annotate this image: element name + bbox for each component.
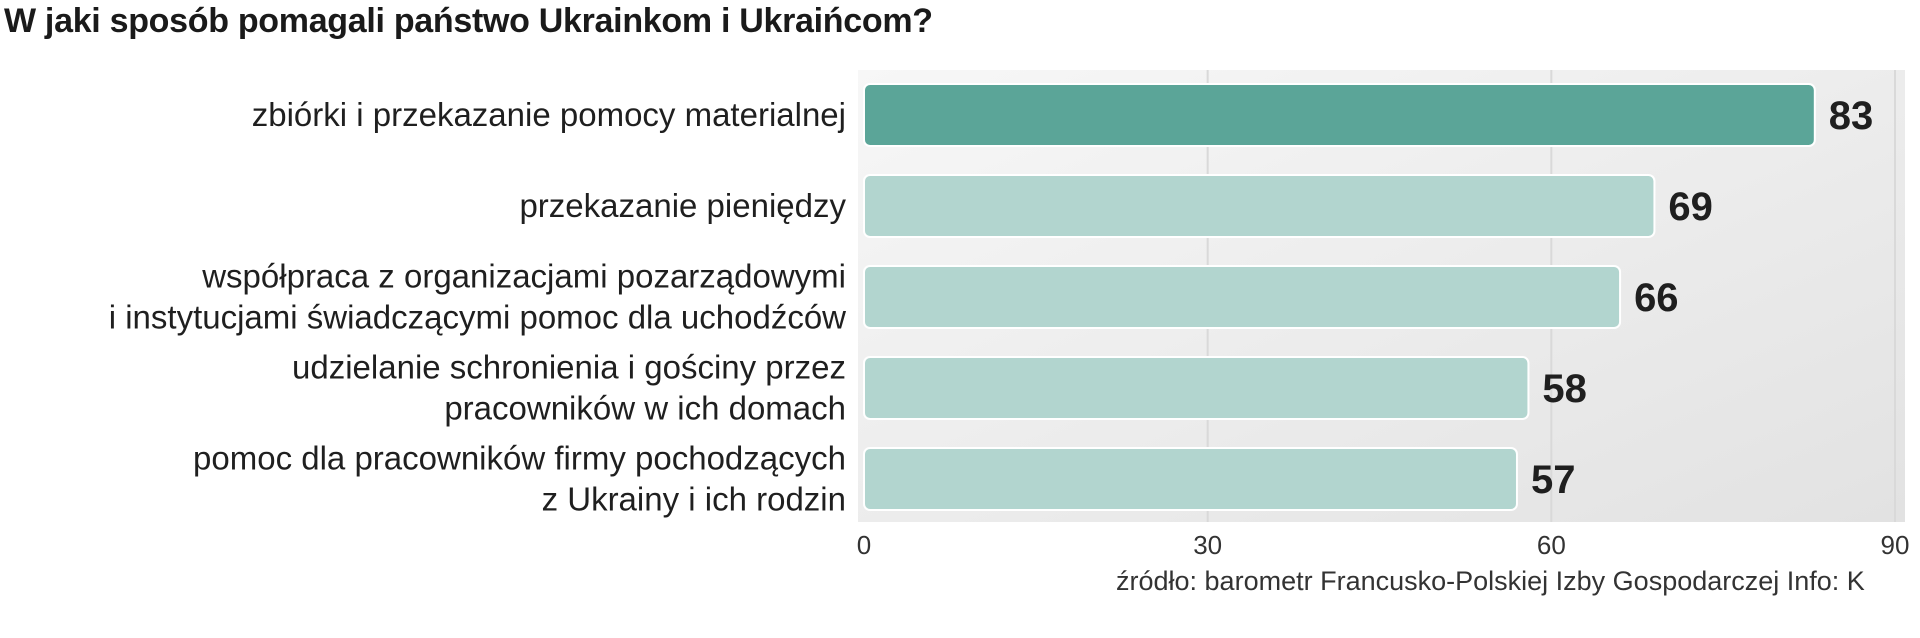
chart-title: W jaki sposób pomagali państwo Ukrainkom… <box>4 2 933 40</box>
x-tick-label: 60 <box>1537 530 1566 560</box>
x-tick-label: 90 <box>1881 530 1910 560</box>
x-tick-label: 30 <box>1193 530 1222 560</box>
bar <box>863 174 1656 238</box>
category-label: współpraca z organizacjami pozarządowymi <box>201 258 846 295</box>
bar <box>863 447 1518 511</box>
category-label: pomoc dla pracowników firmy pochodzących <box>193 440 846 477</box>
value-label: 58 <box>1542 367 1587 411</box>
category-label: i instytucjami świadczącymi pomoc dla uc… <box>109 299 846 336</box>
value-label: 83 <box>1829 94 1874 138</box>
value-label: 69 <box>1668 185 1713 229</box>
category-label: z Ukrainy i ich rodzin <box>542 481 846 518</box>
value-label: 66 <box>1634 276 1679 320</box>
category-label: zbiórki i przekazanie pomocy materialnej <box>252 96 846 133</box>
category-label: udzielanie schronienia i gościny przez <box>292 349 846 386</box>
category-label: przekazanie pieniędzy <box>519 187 846 224</box>
bar <box>863 265 1622 329</box>
bar <box>863 83 1816 147</box>
x-tick-label: 0 <box>857 530 871 560</box>
bar <box>863 356 1530 420</box>
value-label: 57 <box>1531 458 1576 502</box>
category-label: pracowników w ich domach <box>444 390 846 427</box>
source-note: źródło: barometr Francusko-Polskiej Izby… <box>1116 566 1865 596</box>
